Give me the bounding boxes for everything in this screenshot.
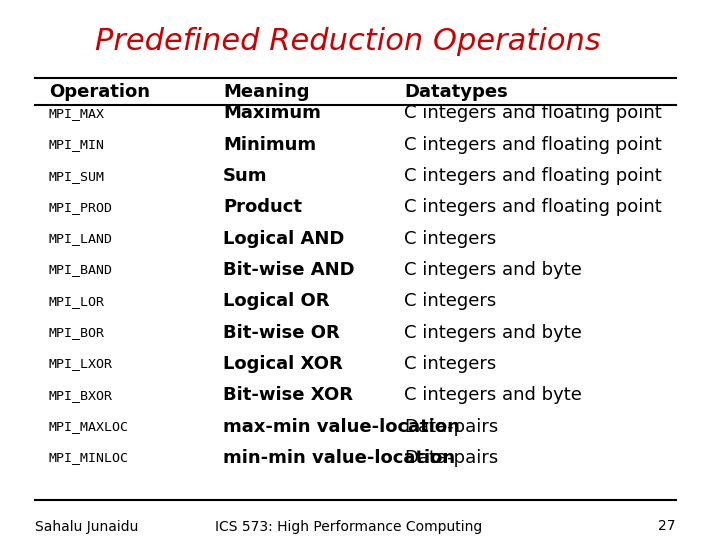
Text: C integers and floating point: C integers and floating point: [404, 136, 662, 154]
Text: C integers and byte: C integers and byte: [404, 261, 582, 279]
Text: MPI_LXOR: MPI_LXOR: [49, 357, 113, 370]
Text: Operation: Operation: [49, 83, 150, 101]
Text: Bit-wise OR: Bit-wise OR: [223, 323, 340, 342]
Text: MPI_MAXLOC: MPI_MAXLOC: [49, 420, 129, 433]
Text: MPI_BAND: MPI_BAND: [49, 264, 113, 276]
Text: Datatypes: Datatypes: [404, 83, 508, 101]
Text: Maximum: Maximum: [223, 104, 321, 123]
Text: C integers and byte: C integers and byte: [404, 323, 582, 342]
Text: Logical XOR: Logical XOR: [223, 355, 343, 373]
Text: Sahalu Junaidu: Sahalu Junaidu: [35, 519, 138, 534]
Text: MPI_PROD: MPI_PROD: [49, 201, 113, 214]
Text: MPI_BXOR: MPI_BXOR: [49, 389, 113, 402]
Text: MPI_SUM: MPI_SUM: [49, 170, 105, 183]
Text: MPI_MAX: MPI_MAX: [49, 107, 105, 120]
Text: 27: 27: [658, 519, 675, 534]
Text: Product: Product: [223, 198, 302, 217]
Text: C integers and floating point: C integers and floating point: [404, 104, 662, 123]
Text: C integers and byte: C integers and byte: [404, 386, 582, 404]
Text: Meaning: Meaning: [223, 83, 310, 101]
Text: C integers and floating point: C integers and floating point: [404, 198, 662, 217]
Text: MPI_LAND: MPI_LAND: [49, 232, 113, 245]
Text: Data-pairs: Data-pairs: [404, 417, 498, 436]
Text: min-min value-location: min-min value-location: [223, 449, 455, 467]
Text: Sum: Sum: [223, 167, 267, 185]
Text: Predefined Reduction Operations: Predefined Reduction Operations: [96, 27, 601, 56]
Text: max-min value-location: max-min value-location: [223, 417, 460, 436]
Text: Data-pairs: Data-pairs: [404, 449, 498, 467]
Text: MPI_MIN: MPI_MIN: [49, 138, 105, 151]
Text: C integers and floating point: C integers and floating point: [404, 167, 662, 185]
Text: MPI_MINLOC: MPI_MINLOC: [49, 451, 129, 464]
Text: C integers: C integers: [404, 292, 496, 310]
Text: ICS 573: High Performance Computing: ICS 573: High Performance Computing: [215, 519, 482, 534]
Text: C integers: C integers: [404, 230, 496, 248]
Text: Minimum: Minimum: [223, 136, 316, 154]
Text: Logical AND: Logical AND: [223, 230, 344, 248]
Text: Bit-wise AND: Bit-wise AND: [223, 261, 354, 279]
Text: Bit-wise XOR: Bit-wise XOR: [223, 386, 353, 404]
Text: MPI_LOR: MPI_LOR: [49, 295, 105, 308]
Text: MPI_BOR: MPI_BOR: [49, 326, 105, 339]
Text: C integers: C integers: [404, 355, 496, 373]
Text: Logical OR: Logical OR: [223, 292, 330, 310]
